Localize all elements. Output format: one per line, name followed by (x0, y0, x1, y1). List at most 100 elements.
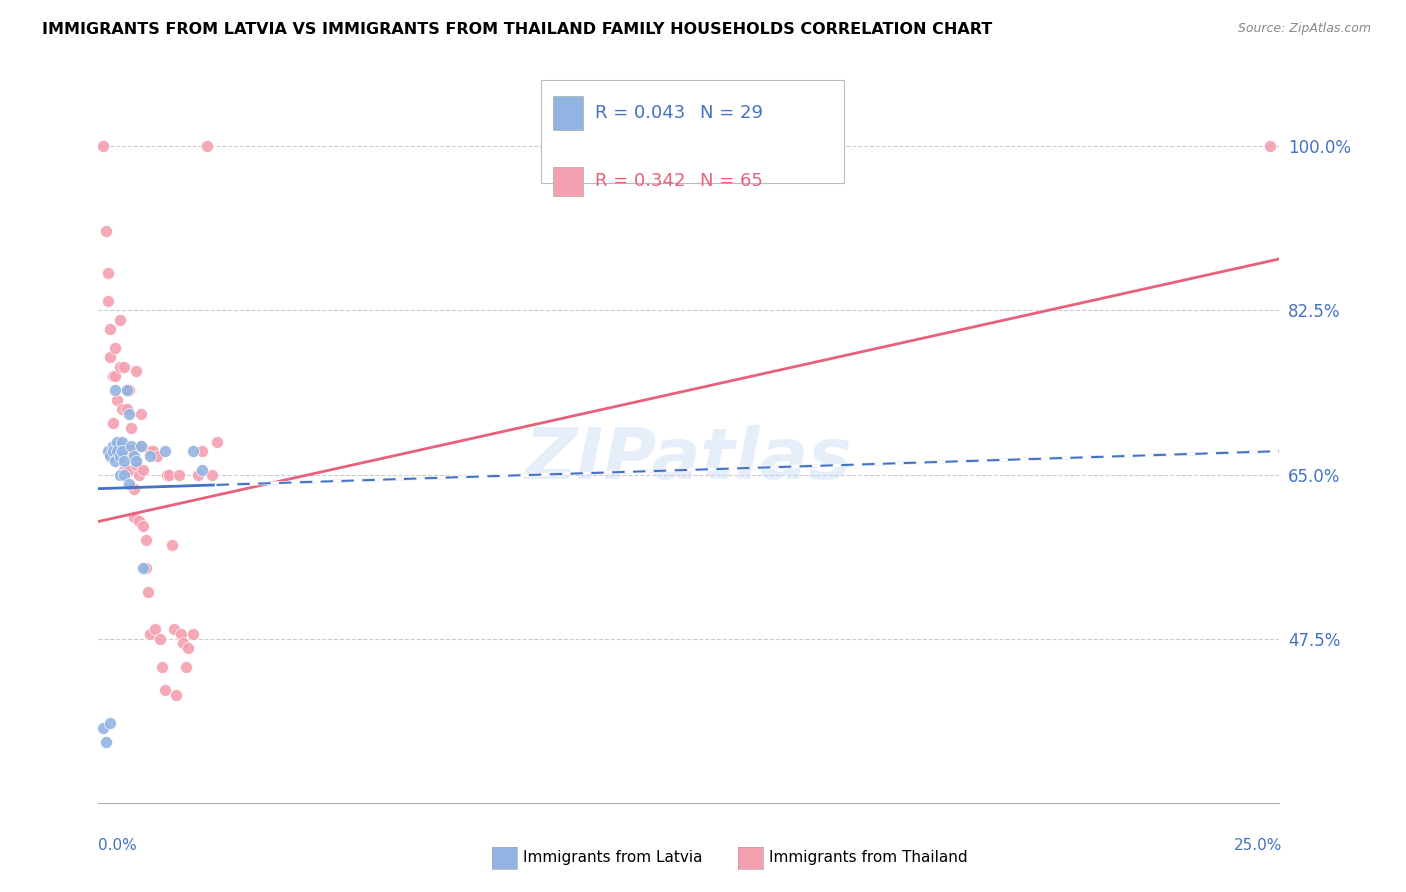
Point (115, 401, 138, 416)
Text: Immigrants from Latvia: Immigrants from Latvia (523, 850, 703, 865)
Text: R = 0.043: R = 0.043 (595, 104, 685, 122)
Point (125, 453, 148, 467)
Point (104, 453, 127, 467)
Point (122, 482, 145, 496)
Point (104, 341, 127, 355)
Point (101, 444, 124, 458)
Point (91, 139, 114, 153)
Point (187, 467, 209, 482)
Point (125, 458, 148, 473)
Point (108, 467, 131, 482)
Point (201, 467, 224, 482)
Text: 0.0%: 0.0% (98, 838, 138, 853)
Point (139, 444, 162, 458)
Point (105, 444, 128, 458)
Point (129, 440, 152, 454)
Point (129, 407, 152, 421)
Point (115, 383, 138, 397)
Point (91, 721, 114, 735)
Point (143, 623, 166, 637)
Point (142, 444, 165, 458)
Point (160, 538, 183, 552)
Point (153, 683, 176, 698)
Point (132, 463, 155, 477)
Point (98, 322, 121, 336)
Point (112, 359, 135, 374)
Point (94, 735, 117, 749)
Point (1258, 139, 1281, 153)
Point (191, 444, 214, 458)
Point (177, 641, 200, 656)
Text: Source: ZipAtlas.com: Source: ZipAtlas.com (1237, 22, 1371, 36)
Point (135, 561, 157, 575)
Point (153, 444, 176, 458)
Point (172, 636, 194, 650)
Point (139, 449, 162, 463)
Point (121, 420, 143, 434)
Point (157, 467, 180, 482)
Point (122, 449, 145, 463)
Text: Immigrants from Thailand: Immigrants from Thailand (769, 850, 967, 865)
Point (98, 716, 121, 731)
Point (111, 434, 134, 449)
Point (170, 627, 193, 641)
Point (191, 463, 214, 477)
Point (121, 444, 143, 458)
Text: IMMIGRANTS FROM LATVIA VS IMMIGRANTS FROM THAILAND FAMILY HOUSEHOLDS CORRELATION: IMMIGRANTS FROM LATVIA VS IMMIGRANTS FRO… (42, 22, 993, 37)
Point (105, 392, 128, 407)
Point (125, 364, 148, 378)
Point (195, 139, 218, 153)
Point (101, 416, 124, 430)
Point (115, 383, 138, 397)
Point (111, 401, 134, 416)
Point (94, 224, 117, 238)
Point (150, 660, 173, 674)
Point (97, 444, 120, 458)
Point (98, 449, 121, 463)
Point (112, 467, 135, 482)
Point (105, 440, 128, 454)
Point (167, 467, 190, 482)
Point (101, 369, 124, 384)
Point (118, 477, 141, 491)
Point (129, 440, 152, 454)
Point (111, 444, 134, 458)
Point (132, 561, 155, 575)
Point (97, 294, 120, 309)
Text: N = 29: N = 29 (700, 104, 763, 122)
Point (174, 660, 197, 674)
Point (111, 440, 134, 454)
Point (118, 407, 141, 421)
Point (181, 444, 204, 458)
Point (132, 519, 155, 533)
Point (101, 440, 124, 454)
Point (121, 440, 143, 454)
Point (108, 359, 131, 374)
Point (98, 351, 121, 365)
Point (108, 313, 131, 327)
Point (118, 463, 141, 477)
Point (97, 266, 120, 280)
Point (146, 449, 169, 463)
Point (112, 453, 135, 467)
Point (136, 584, 159, 599)
Point (181, 627, 204, 641)
Point (205, 434, 228, 449)
Point (104, 383, 127, 397)
Point (135, 533, 157, 548)
Point (108, 449, 131, 463)
Point (139, 627, 162, 641)
Point (163, 623, 186, 637)
Point (128, 467, 150, 482)
Point (118, 383, 141, 397)
Point (149, 632, 172, 646)
Text: R = 0.342: R = 0.342 (595, 172, 685, 190)
Point (128, 515, 150, 529)
Point (105, 434, 128, 449)
Point (122, 509, 145, 524)
Point (165, 688, 187, 702)
Point (156, 467, 179, 482)
Text: ZIPatlas: ZIPatlas (526, 425, 852, 493)
Text: 25.0%: 25.0% (1234, 838, 1282, 853)
Point (104, 369, 127, 384)
